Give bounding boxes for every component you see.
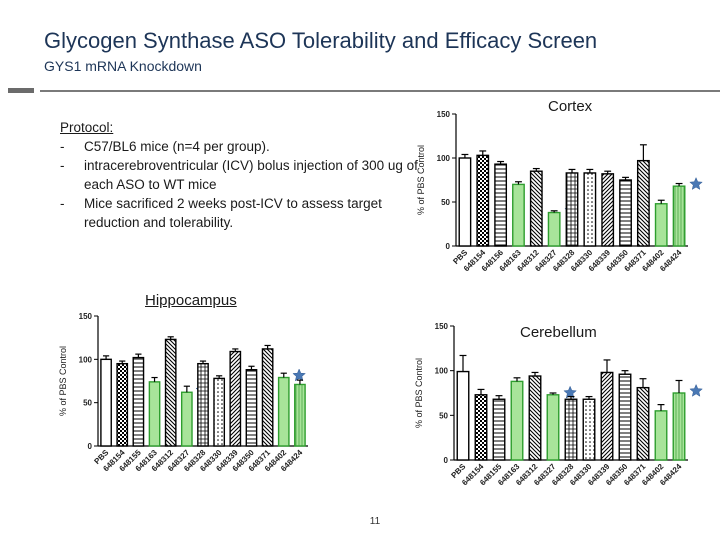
bar-648330 [582,398,596,461]
bar-PBS [458,157,472,247]
page-number: 11 [369,516,381,527]
y-tick-label: 100 [79,355,93,364]
bar-648163 [148,381,161,447]
significance-star-icon [689,177,703,190]
y-tick-label: 0 [444,456,449,465]
bar-648339 [229,350,242,447]
bar-648312 [164,338,177,447]
protocol-item-text: C57/BL6 mice (n=4 per group). [84,139,270,154]
bar-648312 [528,375,542,461]
bar-648371 [261,348,274,447]
hippocampus-title: Hippocampus [145,292,237,309]
y-axis-label: % of PBS Control [414,358,424,428]
y-tick-label: 100 [435,367,449,376]
protocol-item-text: intracerebroventricular (ICV) bolus inje… [84,158,418,192]
bar-648402 [654,410,668,461]
bar-648350 [618,373,632,461]
y-axis-label: % of PBS Control [58,346,68,416]
bar-648350 [245,369,258,447]
bar-648339 [601,173,615,247]
bar-648330 [213,377,226,447]
bar-648371 [636,159,650,247]
bar-648402 [654,203,668,247]
cerebellum-bar-chart: % of PBS Control050100150PBS648154648155… [414,322,703,487]
bar-648312 [529,170,543,247]
significance-star-icon [292,368,306,382]
bar-648154 [116,362,129,447]
bar-648155 [132,356,145,447]
y-tick-label: 0 [88,442,93,451]
bar-648424 [672,392,686,461]
bar-648163 [510,380,524,461]
significance-star-icon [689,383,703,397]
cortex-bar-chart: % of PBS Control050100150PBS648154648156… [416,110,703,273]
significance-star-icon [563,385,577,399]
bar-648371 [636,386,650,461]
bar-648163 [512,183,525,247]
bar-648154 [474,394,488,461]
bar-648339 [600,371,614,461]
bar-648155 [492,398,506,461]
y-tick-label: 150 [437,110,451,119]
title-divider [40,90,720,92]
protocol-item-text: Mice sacrificed 2 weeks post-ICV to asse… [84,196,382,230]
y-tick-label: 50 [439,411,448,420]
protocol-item: - Mice sacrificed 2 weeks post-ICV to ass… [60,194,420,232]
bar-648402 [277,376,290,447]
y-tick-label: 100 [437,154,451,163]
y-tick-label: 150 [79,312,93,321]
y-tick-label: 150 [435,322,449,331]
y-tick-label: 0 [446,242,451,251]
bar-648350 [619,179,632,247]
bar-648330 [583,172,597,247]
protocol-item: - C57/BL6 mice (n=4 per group). [60,139,270,154]
bar-648327 [546,394,560,461]
hippocampus-bar-chart: % of PBS Control050100150PBS648154648155… [58,312,308,473]
bar-648424 [294,383,306,447]
bar-648424 [672,185,686,247]
cortex-title: Cortex [548,98,593,115]
slide-subtitle: GYS1 mRNA Knockdown [44,58,202,74]
protocol-heading: Protocol: [60,120,114,135]
bar-648156 [494,163,508,247]
bar-648154 [476,154,490,247]
bar-648328 [564,398,578,461]
bar-648327 [180,391,193,447]
bar-PBS [100,358,112,447]
bar-648327 [547,211,561,247]
y-axis-label: % of PBS Control [416,145,426,215]
y-tick-label: 50 [441,198,450,207]
bar-PBS [456,370,470,461]
slide-title: Glycogen Synthase ASO Tolerability and E… [44,28,598,53]
bar-648328 [565,172,579,247]
y-tick-label: 50 [83,399,92,408]
divider-accent [8,88,34,93]
cerebellum-title: Cerebellum [520,324,597,341]
protocol-block: Protocol: - C57/BL6 mice (n=4 per group).… [60,118,420,232]
bar-648328 [197,362,209,447]
protocol-item: - intracerebroventricular (ICV) bolus inj… [60,156,420,194]
